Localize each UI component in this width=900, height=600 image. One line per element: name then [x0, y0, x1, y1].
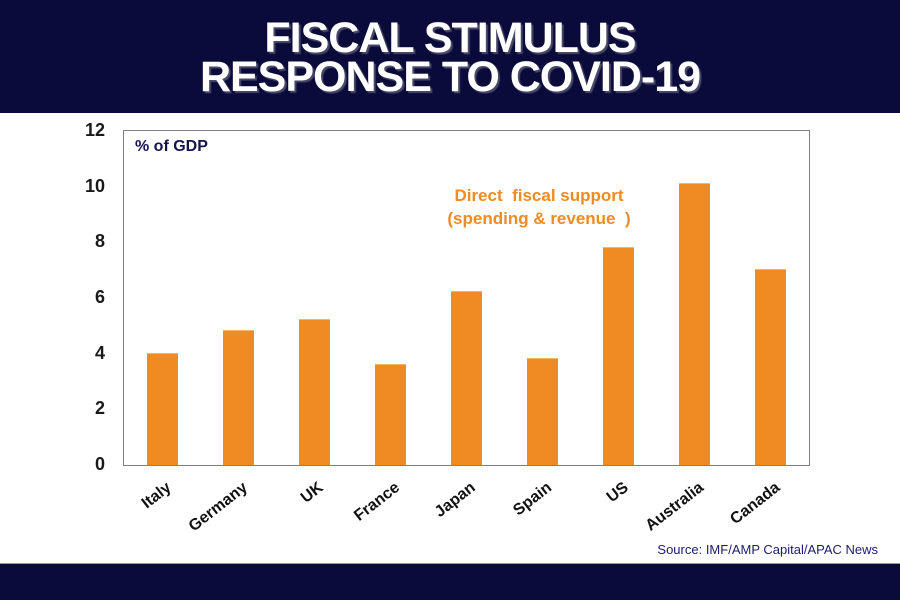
x-tick-label-canada: Canada [727, 479, 784, 528]
page-title-line-2: RESPONSE TO COVID-19 [199, 52, 701, 101]
y-tick-label-10: 10 [84, 175, 105, 196]
x-tick-label-uk: UK [298, 479, 327, 507]
x-tick-label-japan: Japan [432, 479, 479, 521]
y-tick-label-2: 2 [94, 398, 105, 419]
y-tick-label-0: 0 [94, 454, 105, 474]
x-tick-label-us: US [603, 479, 632, 507]
y-tick-label-4: 4 [94, 342, 105, 363]
x-tick-label-spain: Spain [510, 479, 556, 520]
x-tick-label-france: France [351, 479, 403, 525]
y-tick-label-12: 12 [84, 120, 105, 140]
bar-us [603, 246, 635, 465]
y-tick-label-6: 6 [94, 287, 105, 307]
bar-australia [679, 182, 711, 465]
y-tick-label-8: 8 [94, 231, 105, 252]
page-title-line-1: FISCAL STIMULUS [264, 13, 636, 62]
bar-germany [222, 330, 254, 465]
title-banner: FISCAL STIMULUS RESPONSE TO COVID-19 [0, 0, 900, 113]
series-annotation-line-1: Direct fiscal support [454, 186, 624, 205]
x-tick-label-italy: Italy [138, 479, 175, 513]
series-annotation: Direct fiscal support (spending & revenu… [379, 184, 699, 230]
bar-uk [298, 319, 330, 465]
chart-plot-area: % of GDP Direct fiscal support (spending… [123, 130, 810, 466]
bar-japan [451, 291, 482, 465]
x-tick-label-australia: Australia [642, 479, 708, 535]
y-axis-unit-label: % of GDP [135, 138, 208, 155]
bar-canada [755, 269, 787, 465]
source-credit: Source: IMF/AMP Capital/APAC News [657, 542, 878, 557]
footer-banner [0, 563, 900, 600]
bar-spain [527, 358, 559, 465]
x-tick-label-germany: Germany [185, 479, 251, 536]
bar-italy [146, 352, 178, 465]
series-annotation-line-2: (spending & revenue ) [447, 209, 631, 228]
bar-france [374, 363, 406, 465]
